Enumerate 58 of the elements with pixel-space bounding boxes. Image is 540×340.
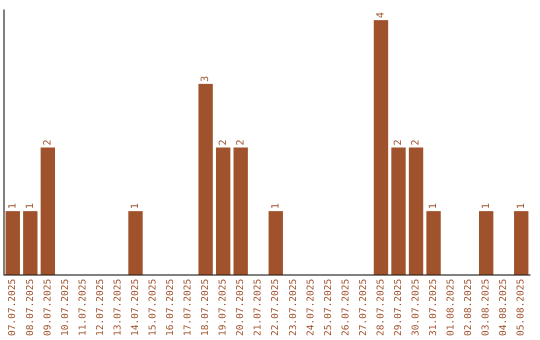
x-tick-label: 03.08.2025 [480,278,492,336]
x-tick-label: 25.07.2025 [322,278,334,336]
data-label: 1 [7,203,18,210]
bar [374,20,388,275]
x-tick-label: 28.07.2025 [375,278,386,336]
bar [234,147,248,275]
data-label: 2 [42,139,54,146]
data-label: 3 [200,76,212,82]
x-tick-label: 13.07.2025 [112,278,124,336]
data-label: 2 [410,139,422,146]
x-tick-label: 24.07.2025 [305,278,316,336]
bar [23,211,38,275]
data-label: 1 [270,203,282,210]
x-tick-label: 29.07.2025 [392,278,404,336]
x-tick-label: 08.07.2025 [24,278,36,336]
bar [426,211,441,275]
x-tick-label: 05.08.2025 [516,278,527,336]
data-label: 2 [218,139,229,146]
x-tick-label: 19.07.2025 [218,278,229,336]
x-tick-label: 18.07.2025 [200,278,212,336]
x-tick-label: 14.07.2025 [130,278,141,336]
bar [128,211,143,275]
x-tick-label: 07.07.2025 [7,278,18,336]
data-label: 1 [24,203,36,210]
x-tick-label: 17.07.2025 [182,278,194,336]
bar [216,147,230,275]
data-label: 1 [130,203,142,210]
data-label: 1 [480,203,492,210]
bar [268,211,283,275]
bar [478,211,494,275]
x-tick-label: 10.07.2025 [60,278,71,336]
bar [40,147,56,275]
x-tick-label: 02.08.2025 [463,278,474,336]
bar [408,147,424,275]
x-tick-label: 20.07.2025 [235,278,246,336]
x-tick-label: 09.07.2025 [42,278,54,336]
x-tick-label: 11.07.2025 [77,278,88,336]
x-tick-label: 23.07.2025 [288,278,299,336]
x-tick-label: 22.07.2025 [270,278,282,336]
data-label: 2 [393,139,404,146]
x-tick-label: 04.08.2025 [498,278,510,336]
data-label: 1 [428,203,440,210]
bar [6,211,20,275]
data-label: 2 [235,139,246,146]
bar [198,84,213,275]
x-tick-label: 12.07.2025 [94,278,106,336]
bar [514,211,528,275]
x-tick-label: 15.07.2025 [148,278,158,336]
x-tick-label: 31.07.2025 [428,278,440,336]
x-tick-label: 27.07.2025 [358,278,369,336]
data-label: 4 [376,12,387,18]
x-tick-label: 21.07.2025 [252,278,264,336]
bar [391,147,406,275]
x-tick-label: 30.07.2025 [410,278,422,336]
x-tick-label: 16.07.2025 [165,278,176,336]
data-label: 1 [516,203,527,210]
x-tick-label: 26.07.2025 [340,278,352,336]
x-tick-label: 01.08.2025 [446,278,457,336]
